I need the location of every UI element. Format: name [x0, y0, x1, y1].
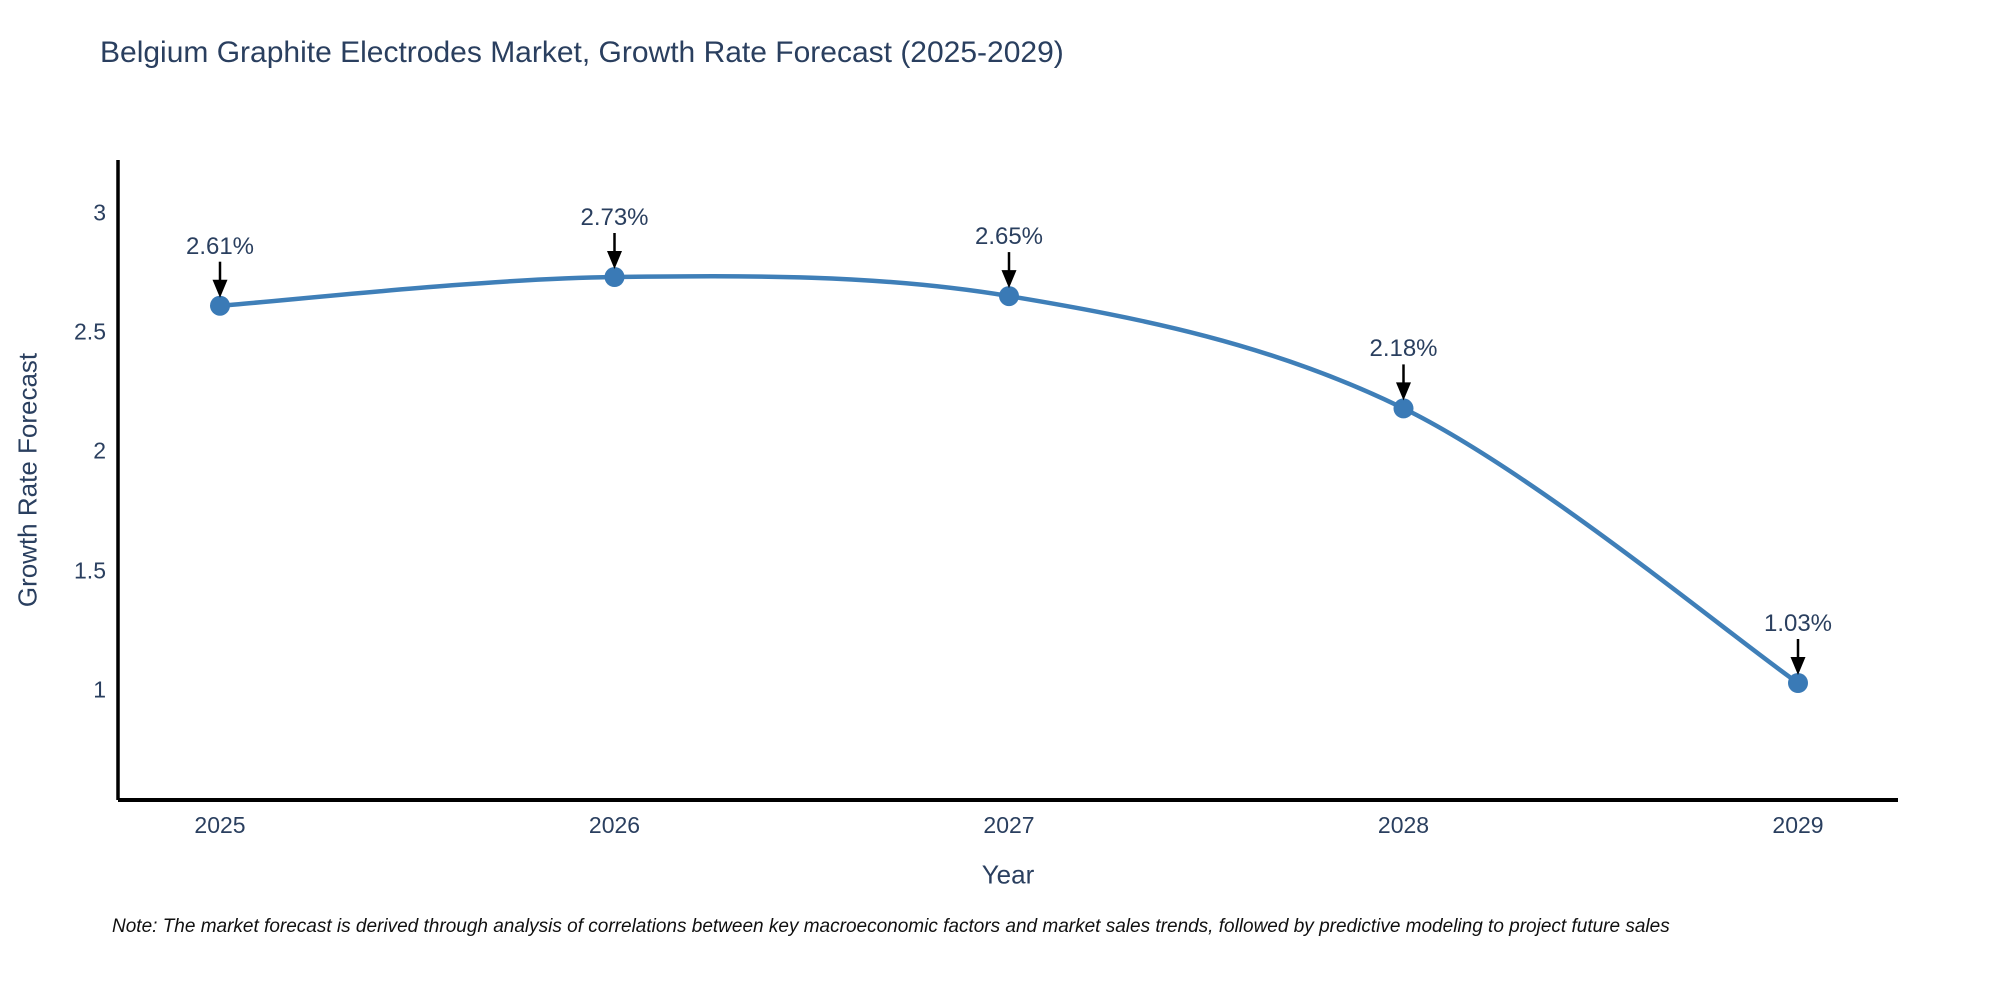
data-point-marker — [210, 295, 230, 316]
annotation-arrow-head — [1790, 657, 1806, 675]
annotation-arrow-head — [212, 279, 228, 298]
annotation-arrow-head — [1396, 382, 1411, 401]
x-tick-label: 2025 — [194, 812, 246, 838]
data-point-label: 1.03% — [1763, 610, 1833, 637]
y-tick-label: 1.5 — [74, 557, 106, 584]
x-tick-label: 2028 — [1377, 812, 1430, 838]
annotation-arrows — [212, 233, 1806, 675]
x-tick-label: 2026 — [588, 812, 641, 838]
axes — [116, 160, 1898, 802]
data-point-label: 2.65% — [974, 223, 1044, 251]
data-point-label: 2.18% — [1369, 335, 1438, 363]
annotation-arrow-head — [607, 251, 622, 269]
data-point-marker — [1788, 673, 1808, 693]
x-tick-label: 2027 — [983, 812, 1035, 838]
line-series — [210, 267, 1808, 693]
data-point-label: 2.73% — [580, 204, 649, 231]
y-tick-label: 1 — [93, 676, 106, 703]
x-tick-label: 2029 — [1772, 812, 1824, 838]
data-point-label: 2.61% — [185, 232, 255, 260]
y-tick-label: 3 — [93, 199, 106, 225]
data-point-marker — [999, 286, 1019, 307]
y-tick-label: 2.5 — [74, 318, 106, 345]
chart-title: Belgium Graphite Electrodes Market, Grow… — [100, 36, 1064, 69]
footnote: Note: The market forecast is derived thr… — [112, 916, 1670, 937]
forecast-line — [217, 273, 1801, 686]
x-axis-title: Year — [981, 859, 1035, 890]
data-point-marker — [1393, 398, 1414, 419]
annotation-arrow-head — [1001, 270, 1017, 289]
data-point-marker — [604, 267, 625, 287]
y-tick-label: 2 — [93, 437, 106, 464]
